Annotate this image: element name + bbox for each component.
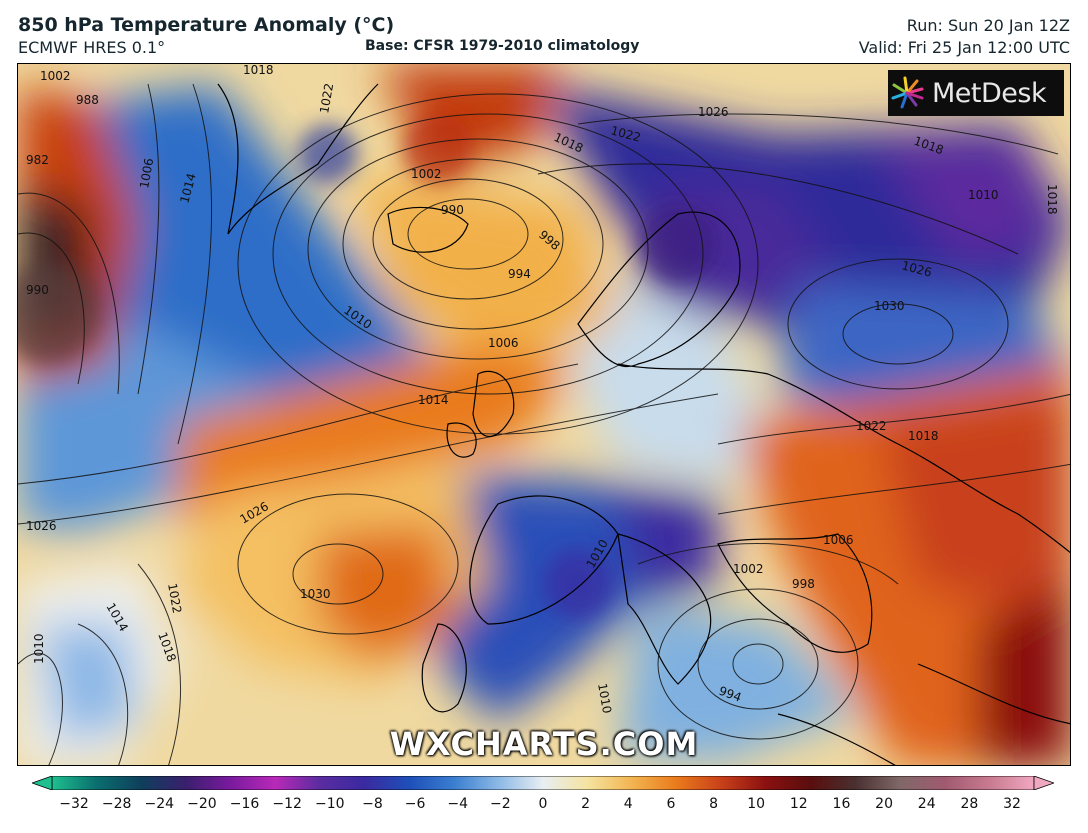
colorbar-tick-label: −24 bbox=[144, 796, 175, 812]
isobar-label: 1018 bbox=[912, 134, 945, 158]
isobar-label: 990 bbox=[26, 283, 49, 297]
valid-time: Valid: Fri 25 Jan 12:00 UTC bbox=[858, 38, 1070, 57]
isobar-label: 1026 bbox=[26, 519, 57, 533]
isobar-label: 1006 bbox=[137, 157, 156, 190]
colorbar-tick-label: −6 bbox=[404, 796, 426, 812]
isobar-label: 1018 bbox=[1045, 184, 1059, 215]
colorbar-max-arrow bbox=[1033, 776, 1054, 790]
anomaly-map: 1002 988 982 990 1006 1014 1018 1022 102… bbox=[17, 63, 1071, 766]
colorbar-tick-label: −28 bbox=[101, 796, 132, 812]
colorbar-gradient bbox=[51, 776, 1035, 790]
isobar-label: 1022 bbox=[609, 123, 642, 144]
isobar-label: 1010 bbox=[341, 303, 374, 332]
isobar-label: 1006 bbox=[823, 533, 854, 547]
colorbar-tick-label: 6 bbox=[666, 796, 676, 812]
isobar-labels: 1002 988 982 990 1006 1014 1018 1022 102… bbox=[26, 64, 1059, 715]
isobar-label: 994 bbox=[717, 684, 743, 705]
isobar-label: 1030 bbox=[874, 299, 905, 313]
isobar-label: 1010 bbox=[595, 682, 614, 715]
colorbar-tick-label: 32 bbox=[1003, 796, 1021, 812]
isobar-label: 1014 bbox=[103, 601, 130, 634]
colorbar-tick-label: −32 bbox=[59, 796, 89, 812]
isobar-label: 1002 bbox=[411, 167, 442, 181]
colorbar-tick-label: −16 bbox=[229, 796, 260, 812]
isobar-label: 1022 bbox=[317, 82, 336, 115]
colorbar-tick-label: 12 bbox=[789, 796, 808, 812]
colorbar-ticks: −32 −28 −24 −20 −16 −12 −10 −8 −6 −4 −2 0 2 4 6 8 10 12 16… bbox=[0, 796, 1088, 820]
isobar-label: 1018 bbox=[552, 130, 586, 156]
colorbar-tick-label: 4 bbox=[623, 796, 633, 812]
map-title: 850 hPa Temperature Anomaly (°C) bbox=[18, 14, 395, 36]
metdesk-logo: MetDesk bbox=[888, 70, 1064, 116]
isobar-label: 1014 bbox=[177, 172, 198, 205]
isobar-label: 1010 bbox=[583, 537, 610, 570]
isobar-label: 1026 bbox=[900, 258, 933, 279]
isobar-label: 1018 bbox=[155, 630, 179, 663]
colorbar-tick-label: 10 bbox=[747, 796, 766, 812]
isobar-label: 1006 bbox=[488, 336, 519, 350]
isobar-label: 1018 bbox=[908, 429, 939, 443]
run-time: Run: Sun 20 Jan 12Z bbox=[906, 16, 1070, 35]
isobar-label: 1026 bbox=[238, 499, 271, 526]
isobar-label: 1030 bbox=[300, 587, 331, 601]
colorbar-tick-label: 0 bbox=[538, 796, 548, 812]
isobar-label: 1026 bbox=[698, 105, 729, 119]
model-name: ECMWF HRES 0.1° bbox=[18, 38, 166, 57]
isobar-label: 998 bbox=[536, 228, 563, 253]
colorbar-min-arrow bbox=[32, 776, 53, 790]
colorbar-tick-label: 28 bbox=[960, 796, 979, 812]
colorbar-tick-label: 20 bbox=[875, 796, 893, 812]
metdesk-logo-text: MetDesk bbox=[932, 77, 1047, 109]
isobar-label: 1002 bbox=[40, 69, 71, 83]
colorbar-tick-label: 16 bbox=[832, 796, 851, 812]
isobar-label: 982 bbox=[26, 153, 49, 167]
colorbar-tick-label: −8 bbox=[362, 796, 383, 812]
isobar-label: 1018 bbox=[243, 64, 274, 77]
isobar-label: 1010 bbox=[968, 188, 999, 202]
colorbar-tick-label: 2 bbox=[581, 796, 591, 812]
isobar-label: 1010 bbox=[32, 633, 46, 664]
colorbar-tick-label: −2 bbox=[490, 796, 511, 812]
colorbar-tick-label: −4 bbox=[447, 796, 469, 812]
isobar-label: 1014 bbox=[418, 393, 449, 407]
colorbar-tick-label: −20 bbox=[187, 796, 217, 812]
colorbar bbox=[32, 776, 1054, 790]
anomaly-field bbox=[18, 64, 1070, 765]
colorbar-tick-label: −12 bbox=[272, 796, 302, 812]
isobar-label: 990 bbox=[441, 203, 464, 217]
colorbar-tick-label: −10 bbox=[315, 796, 345, 812]
isobar-label: 994 bbox=[508, 267, 531, 281]
colorbar-tick-label: 8 bbox=[709, 796, 718, 812]
colorbar-tick-label: 24 bbox=[917, 796, 936, 812]
climatology-base: Base: CFSR 1979-2010 climatology bbox=[365, 38, 640, 54]
isobar-label: 998 bbox=[792, 577, 815, 591]
isobar-label: 1022 bbox=[165, 582, 184, 615]
isobar-label: 1022 bbox=[856, 419, 887, 433]
isobar-label: 988 bbox=[76, 93, 99, 107]
wxcharts-watermark: WXCHARTS.COM bbox=[389, 725, 699, 763]
isobar-label: 1002 bbox=[733, 562, 764, 576]
metdesk-pinwheel-icon bbox=[891, 76, 924, 109]
